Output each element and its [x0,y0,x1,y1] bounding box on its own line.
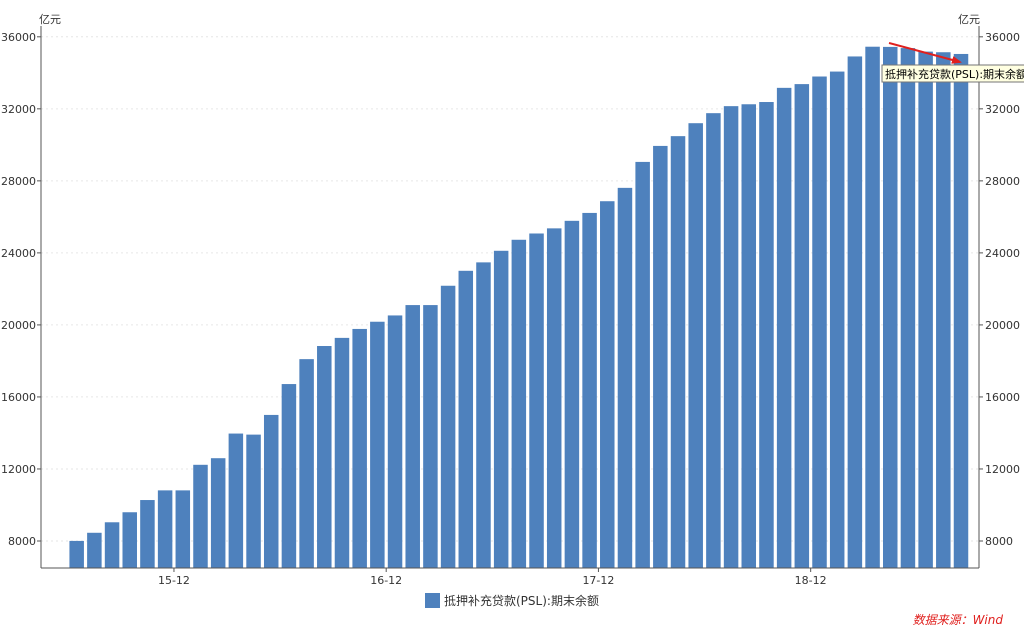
y-tick-label-left: 12000 [1,463,36,476]
bar[interactable] [653,145,668,569]
bar[interactable] [140,500,155,568]
bar[interactable] [493,250,509,569]
y-tick-label-right: 12000 [985,463,1020,476]
x-tick-label: 16-12 [370,574,402,587]
bar[interactable] [476,262,491,568]
bar[interactable] [104,522,120,568]
bar[interactable] [370,321,385,568]
bar[interactable] [723,106,739,569]
y-tick-label-right: 36000 [985,31,1020,44]
bar[interactable] [317,346,332,568]
y-tick-label-left: 20000 [1,319,36,332]
y-tick-label-left: 8000 [8,535,36,548]
bar[interactable] [529,233,544,569]
bar[interactable] [157,490,173,568]
bar[interactable] [511,239,527,568]
bars [69,46,969,569]
y-tick-label-right: 20000 [985,319,1020,332]
y-tick-label-left: 16000 [1,391,36,404]
y-axis-right-unit: 亿元 [958,13,980,26]
data-tooltip: 抵押补充贷款(PSL):期末余额 35 [881,64,1024,83]
tooltip-text: 抵押补充贷款(PSL):期末余额 35 [885,67,1024,81]
bar[interactable] [263,414,279,568]
bar[interactable] [688,123,703,568]
bar[interactable] [865,46,880,568]
bar[interactable] [829,71,845,568]
bar[interactable] [953,53,969,568]
source-note: 数据来源：Wind [913,613,1004,627]
bar[interactable] [741,104,757,568]
tooltip-box [881,64,1024,83]
bar[interactable] [210,458,226,568]
bar[interactable] [600,201,615,568]
x-tick-label: 15-12 [158,574,190,587]
y-tick-label-left: 24000 [1,247,36,260]
bar[interactable] [228,433,244,568]
bar[interactable] [670,136,686,568]
bar[interactable] [883,46,898,568]
legend[interactable]: 抵押补充贷款(PSL):期末余额 [425,593,599,608]
bar[interactable] [246,434,261,568]
bar[interactable] [794,84,810,569]
bar[interactable] [334,337,350,568]
bar[interactable] [175,490,191,568]
bar[interactable] [776,87,792,568]
bar[interactable] [87,532,102,568]
y-tick-label-right: 8000 [985,535,1013,548]
bar[interactable] [635,161,650,568]
y-tick-label-right: 24000 [985,247,1020,260]
bar[interactable] [918,51,933,569]
legend-swatch [425,593,440,608]
legend-label: 抵押补充贷款(PSL):期末余额 [444,593,599,608]
bar[interactable] [440,285,456,568]
bar[interactable] [69,540,84,568]
y-tick-label-left: 32000 [1,103,36,116]
axes [40,26,980,569]
y-tick-label-left: 36000 [1,31,36,44]
bar[interactable] [900,48,916,568]
bar[interactable] [759,102,774,569]
bar[interactable] [847,56,863,568]
y-tick-label-right: 16000 [985,391,1020,404]
bar[interactable] [812,76,827,568]
bar[interactable] [405,305,420,568]
bar[interactable] [281,384,297,568]
bar[interactable] [352,328,367,568]
annotation-arrow [888,42,962,64]
bar[interactable] [193,464,208,568]
bar[interactable] [546,228,562,569]
y-axis-left-unit: 亿元 [39,13,61,26]
y-tick-label-right: 32000 [985,103,1020,116]
bar[interactable] [936,52,951,569]
bar[interactable] [387,315,403,568]
bar[interactable] [617,187,633,569]
x-tick-label: 17-12 [582,574,614,587]
bar[interactable] [582,212,597,568]
y-axis-right-ticks: 8000 12000 16000 20000 24000 28000 32000 36000 [979,31,1020,548]
x-axis-ticks: 15-12 16-12 17-12 18-12 [158,568,827,587]
y-axis-left-ticks: 8000 12000 16000 20000 24000 28000 32000 36000 [1,31,41,548]
y-tick-label-right: 28000 [985,175,1020,188]
bar[interactable] [423,305,438,568]
bar[interactable] [564,220,580,568]
y-tick-label-left: 28000 [1,175,36,188]
bar[interactable] [458,270,474,568]
bar[interactable] [706,113,721,569]
bar[interactable] [299,359,314,568]
bar[interactable] [122,512,137,568]
x-tick-label: 18-12 [795,574,827,587]
